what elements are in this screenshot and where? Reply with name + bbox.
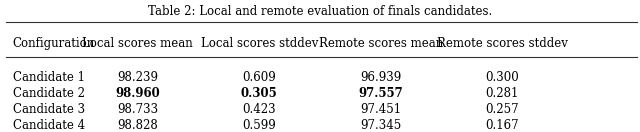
Text: 98.960: 98.960 [115, 87, 160, 100]
Text: 0.167: 0.167 [486, 119, 519, 132]
Text: 97.557: 97.557 [358, 87, 403, 100]
Text: 98.239: 98.239 [117, 71, 158, 84]
Text: Remote scores stddev: Remote scores stddev [437, 37, 568, 50]
Text: Candidate 2: Candidate 2 [13, 87, 84, 100]
Text: Local scores stddev: Local scores stddev [200, 37, 318, 50]
Text: 97.451: 97.451 [360, 103, 401, 116]
Text: Candidate 4: Candidate 4 [13, 119, 85, 132]
Text: Candidate 1: Candidate 1 [13, 71, 84, 84]
Text: Remote scores mean: Remote scores mean [319, 37, 443, 50]
Text: Candidate 3: Candidate 3 [13, 103, 85, 116]
Text: 0.599: 0.599 [243, 119, 276, 132]
Text: 98.828: 98.828 [117, 119, 158, 132]
Text: 0.300: 0.300 [486, 71, 519, 84]
Text: Table 2: Local and remote evaluation of finals candidates.: Table 2: Local and remote evaluation of … [148, 5, 492, 18]
Text: 0.423: 0.423 [243, 103, 276, 116]
Text: 97.345: 97.345 [360, 119, 401, 132]
Text: 96.939: 96.939 [360, 71, 401, 84]
Text: 0.305: 0.305 [241, 87, 278, 100]
Text: Local scores mean: Local scores mean [82, 37, 193, 50]
Text: Configuration: Configuration [13, 37, 95, 50]
Text: 0.609: 0.609 [243, 71, 276, 84]
Text: 0.281: 0.281 [486, 87, 519, 100]
Text: 98.733: 98.733 [117, 103, 158, 116]
Text: 0.257: 0.257 [486, 103, 519, 116]
